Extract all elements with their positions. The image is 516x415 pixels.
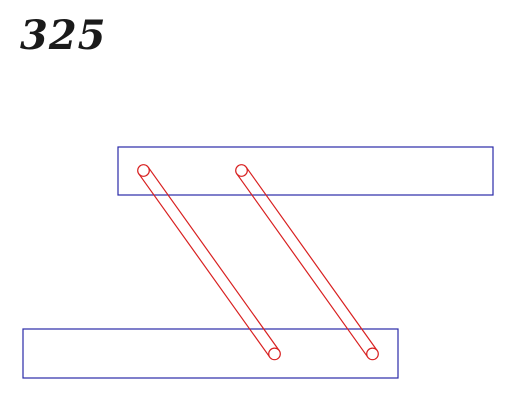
- link-right-top-pivot: [235, 164, 248, 177]
- link-left-bottom-pivot: [268, 347, 281, 361]
- link-right: [235, 164, 379, 361]
- upper-plate: [117, 146, 494, 196]
- link-left: [137, 164, 281, 361]
- link-left-top-pivot: [137, 164, 150, 177]
- page-number: 325: [20, 12, 107, 59]
- lower-plate: [22, 328, 399, 379]
- link-right-bottom-pivot: [366, 347, 379, 361]
